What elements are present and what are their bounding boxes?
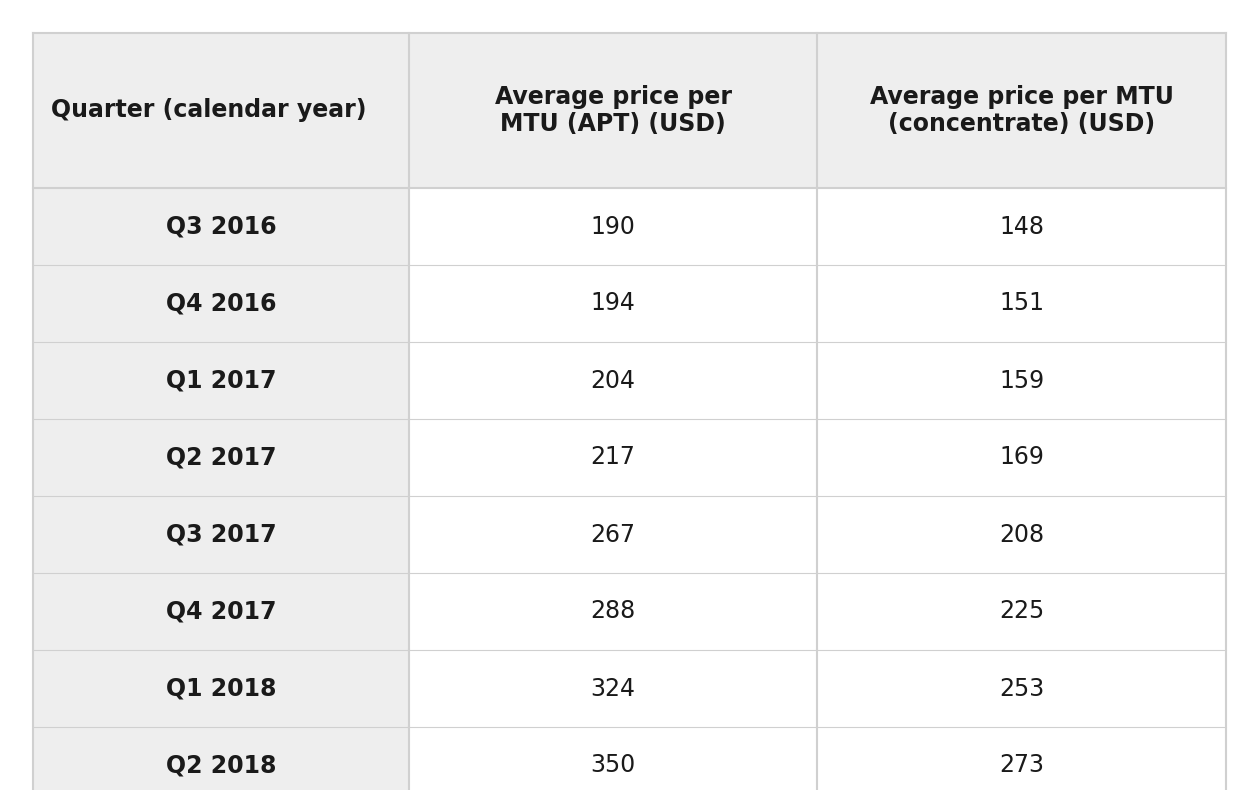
Bar bbox=[409, 342, 817, 419]
Text: 169: 169 bbox=[1000, 446, 1044, 469]
Text: 148: 148 bbox=[1000, 215, 1044, 239]
Bar bbox=[409, 419, 817, 496]
Bar bbox=[33, 650, 409, 727]
Bar bbox=[33, 496, 409, 573]
Bar bbox=[409, 188, 817, 265]
Text: 194: 194 bbox=[590, 292, 636, 315]
Bar bbox=[33, 188, 409, 265]
Bar bbox=[409, 650, 817, 727]
Bar bbox=[33, 33, 1226, 188]
Text: Q1 2018: Q1 2018 bbox=[166, 676, 276, 701]
Text: 288: 288 bbox=[590, 600, 636, 623]
Bar bbox=[817, 265, 1226, 342]
Bar bbox=[817, 496, 1226, 573]
Text: Average price per
MTU (APT) (USD): Average price per MTU (APT) (USD) bbox=[495, 85, 731, 137]
Text: 225: 225 bbox=[1000, 600, 1044, 623]
Bar bbox=[33, 265, 409, 342]
Bar bbox=[817, 650, 1226, 727]
Text: 208: 208 bbox=[1000, 522, 1044, 547]
Bar bbox=[409, 496, 817, 573]
Text: 253: 253 bbox=[1000, 676, 1044, 701]
Text: Average price per MTU
(concentrate) (USD): Average price per MTU (concentrate) (USD… bbox=[870, 85, 1173, 137]
Bar bbox=[33, 573, 409, 650]
Bar bbox=[409, 573, 817, 650]
Text: 273: 273 bbox=[1000, 754, 1044, 777]
Bar bbox=[817, 342, 1226, 419]
Text: Q4 2016: Q4 2016 bbox=[166, 292, 276, 315]
Bar bbox=[817, 727, 1226, 790]
Text: Q2 2018: Q2 2018 bbox=[166, 754, 276, 777]
Text: 350: 350 bbox=[590, 754, 636, 777]
Bar bbox=[33, 419, 409, 496]
Text: 217: 217 bbox=[590, 446, 636, 469]
Text: Q2 2017: Q2 2017 bbox=[166, 446, 276, 469]
Text: Q3 2016: Q3 2016 bbox=[166, 215, 276, 239]
Text: 204: 204 bbox=[590, 368, 636, 393]
Text: Q1 2017: Q1 2017 bbox=[166, 368, 276, 393]
Bar bbox=[817, 419, 1226, 496]
Text: 151: 151 bbox=[1000, 292, 1044, 315]
Text: 324: 324 bbox=[590, 676, 636, 701]
Text: 159: 159 bbox=[1000, 368, 1044, 393]
Text: Q3 2017: Q3 2017 bbox=[166, 522, 276, 547]
Text: Q4 2017: Q4 2017 bbox=[166, 600, 276, 623]
Bar bbox=[33, 727, 409, 790]
Bar bbox=[409, 265, 817, 342]
Bar bbox=[33, 342, 409, 419]
Text: 190: 190 bbox=[590, 215, 636, 239]
Bar bbox=[817, 188, 1226, 265]
Text: Quarter (calendar year): Quarter (calendar year) bbox=[52, 99, 366, 122]
Bar bbox=[817, 573, 1226, 650]
Text: 267: 267 bbox=[590, 522, 636, 547]
Bar bbox=[409, 727, 817, 790]
